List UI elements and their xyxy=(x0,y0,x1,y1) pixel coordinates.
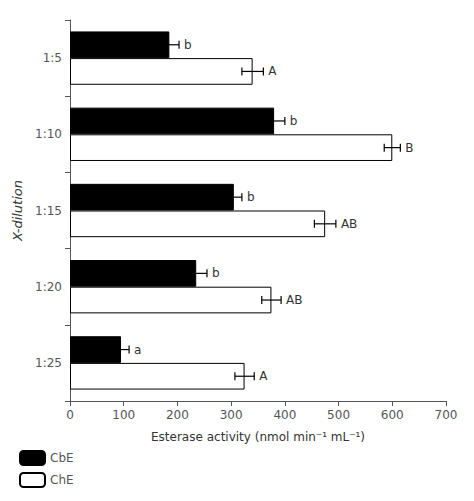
svg-text:100: 100 xyxy=(112,408,135,422)
svg-text:0: 0 xyxy=(66,408,74,422)
svg-text:Esterase activity (nmol min⁻¹: Esterase activity (nmol min⁻¹ mL⁻¹) xyxy=(151,430,365,444)
svg-text:a: a xyxy=(134,343,141,357)
svg-text:b: b xyxy=(212,266,220,280)
svg-text:600: 600 xyxy=(381,408,404,422)
svg-text:b: b xyxy=(290,114,298,128)
svg-text:200: 200 xyxy=(166,408,189,422)
svg-text:ChE: ChE xyxy=(50,473,74,487)
svg-text:AB: AB xyxy=(341,217,357,231)
svg-text:1:15: 1:15 xyxy=(35,204,62,218)
svg-text:1:25: 1:25 xyxy=(35,356,62,370)
svg-text:500: 500 xyxy=(327,408,350,422)
svg-text:1:10: 1:10 xyxy=(35,127,62,141)
svg-text:b: b xyxy=(247,190,255,204)
svg-text:X-dilution: X-dilution xyxy=(10,180,25,242)
svg-text:400: 400 xyxy=(273,408,296,422)
svg-text:A: A xyxy=(259,369,268,383)
svg-text:b: b xyxy=(184,38,192,52)
svg-text:700: 700 xyxy=(435,408,458,422)
svg-text:1:20: 1:20 xyxy=(35,280,62,294)
svg-text:CbE: CbE xyxy=(50,451,74,465)
svg-text:300: 300 xyxy=(220,408,243,422)
svg-text:AB: AB xyxy=(286,293,302,307)
svg-text:1:5: 1:5 xyxy=(43,51,62,65)
svg-text:A: A xyxy=(268,64,277,78)
svg-text:B: B xyxy=(405,141,413,155)
